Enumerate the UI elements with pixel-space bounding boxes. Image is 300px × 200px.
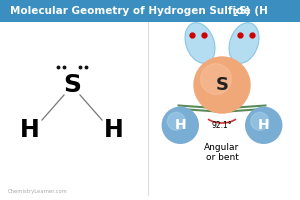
Circle shape — [162, 107, 198, 143]
Circle shape — [201, 64, 231, 94]
Ellipse shape — [185, 23, 215, 63]
Text: Molecular Geometry of Hydrogen Sulfide (H: Molecular Geometry of Hydrogen Sulfide (… — [10, 6, 268, 16]
Circle shape — [194, 57, 250, 113]
Text: H: H — [20, 118, 40, 142]
Text: or bent: or bent — [206, 153, 239, 162]
Ellipse shape — [229, 23, 259, 63]
Text: Angular: Angular — [204, 143, 240, 152]
Text: H: H — [175, 118, 186, 132]
Circle shape — [167, 112, 185, 130]
Text: S): S) — [238, 6, 250, 16]
Text: ChemistryLearner.com: ChemistryLearner.com — [8, 189, 68, 194]
Text: 92.1°: 92.1° — [212, 120, 232, 130]
Text: 2: 2 — [232, 8, 237, 18]
FancyBboxPatch shape — [0, 0, 300, 22]
Circle shape — [251, 112, 269, 130]
Text: S: S — [63, 73, 81, 97]
Circle shape — [246, 107, 282, 143]
Text: H: H — [104, 118, 124, 142]
Text: H: H — [258, 118, 269, 132]
Text: S: S — [215, 76, 229, 94]
